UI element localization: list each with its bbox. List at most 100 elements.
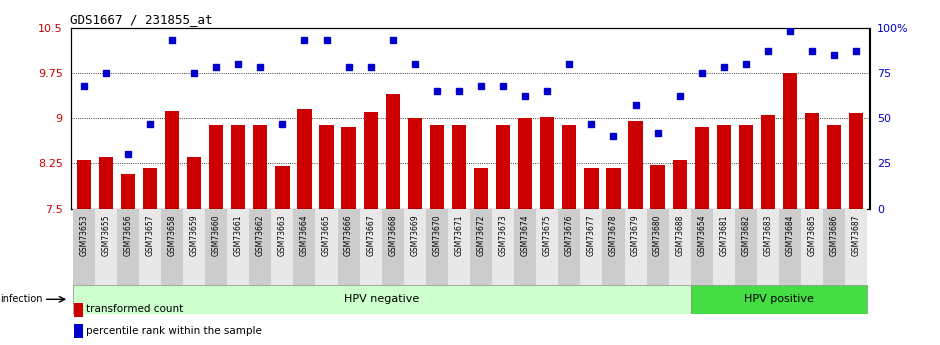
Bar bbox=[823, 209, 845, 285]
Bar bbox=[205, 209, 227, 285]
Bar bbox=[408, 118, 422, 209]
Bar bbox=[183, 209, 205, 285]
Text: infection: infection bbox=[0, 294, 42, 304]
Bar bbox=[231, 125, 245, 209]
Bar bbox=[757, 209, 779, 285]
Text: GSM73681: GSM73681 bbox=[719, 215, 728, 256]
Text: GSM73654: GSM73654 bbox=[697, 215, 706, 256]
Bar bbox=[275, 167, 290, 209]
Bar bbox=[95, 209, 117, 285]
Bar bbox=[249, 209, 272, 285]
Bar bbox=[603, 209, 624, 285]
Text: GSM73685: GSM73685 bbox=[807, 215, 817, 256]
Bar bbox=[227, 209, 249, 285]
Text: percentile rank within the sample: percentile rank within the sample bbox=[86, 326, 262, 336]
Text: GSM73668: GSM73668 bbox=[388, 215, 398, 256]
Text: GSM73664: GSM73664 bbox=[300, 215, 309, 256]
Bar bbox=[735, 209, 757, 285]
Bar bbox=[72, 209, 95, 285]
Text: GSM73677: GSM73677 bbox=[587, 215, 596, 256]
Bar bbox=[143, 168, 157, 209]
Bar bbox=[426, 209, 448, 285]
Bar bbox=[695, 127, 709, 209]
Text: GSM73678: GSM73678 bbox=[609, 215, 618, 256]
Text: GSM73688: GSM73688 bbox=[675, 215, 684, 256]
Bar bbox=[316, 209, 337, 285]
Bar bbox=[691, 285, 868, 314]
Bar bbox=[404, 209, 426, 285]
Text: GSM73665: GSM73665 bbox=[322, 215, 331, 256]
Bar bbox=[647, 209, 668, 285]
Bar bbox=[492, 209, 514, 285]
Bar bbox=[470, 209, 492, 285]
Text: GSM73667: GSM73667 bbox=[367, 215, 375, 256]
Text: GSM73680: GSM73680 bbox=[653, 215, 662, 256]
Text: GSM73687: GSM73687 bbox=[852, 215, 861, 256]
Bar bbox=[272, 209, 293, 285]
Bar bbox=[320, 125, 334, 209]
Bar bbox=[514, 209, 536, 285]
Bar bbox=[716, 125, 731, 209]
Bar bbox=[99, 157, 113, 209]
Bar bbox=[562, 125, 576, 209]
Bar bbox=[76, 160, 91, 209]
Bar bbox=[452, 125, 466, 209]
Text: transformed count: transformed count bbox=[86, 304, 183, 314]
Bar bbox=[360, 209, 382, 285]
Text: GSM73673: GSM73673 bbox=[498, 215, 508, 256]
Bar bbox=[430, 125, 444, 209]
Bar bbox=[496, 125, 510, 209]
Text: GDS1667 / 231855_at: GDS1667 / 231855_at bbox=[70, 13, 213, 27]
Bar bbox=[691, 209, 713, 285]
Text: GSM73672: GSM73672 bbox=[477, 215, 486, 256]
Bar bbox=[117, 209, 139, 285]
Bar bbox=[341, 127, 355, 209]
Bar bbox=[845, 209, 868, 285]
Bar bbox=[139, 209, 161, 285]
Text: GSM73658: GSM73658 bbox=[167, 215, 177, 256]
Text: GSM73656: GSM73656 bbox=[123, 215, 133, 256]
Text: GSM73653: GSM73653 bbox=[79, 215, 88, 256]
Bar bbox=[580, 209, 603, 285]
Bar bbox=[628, 121, 643, 209]
Bar bbox=[783, 73, 797, 209]
Text: HPV positive: HPV positive bbox=[744, 294, 814, 304]
Bar bbox=[474, 168, 488, 209]
Text: GSM73657: GSM73657 bbox=[146, 215, 154, 256]
Bar bbox=[606, 168, 620, 209]
Text: GSM73679: GSM73679 bbox=[631, 215, 640, 256]
Bar bbox=[164, 111, 180, 209]
Bar bbox=[74, 303, 84, 317]
Bar bbox=[74, 324, 84, 338]
Bar bbox=[827, 125, 841, 209]
Bar bbox=[739, 125, 753, 209]
Bar bbox=[293, 209, 316, 285]
Bar bbox=[187, 157, 201, 209]
Text: GSM73660: GSM73660 bbox=[212, 215, 221, 256]
Text: GSM73684: GSM73684 bbox=[786, 215, 794, 256]
Bar bbox=[385, 94, 400, 209]
Bar bbox=[760, 115, 776, 209]
Text: HPV negative: HPV negative bbox=[344, 294, 419, 304]
Bar bbox=[120, 174, 135, 209]
Text: GSM73663: GSM73663 bbox=[278, 215, 287, 256]
Bar bbox=[713, 209, 735, 285]
Bar bbox=[624, 209, 647, 285]
Bar bbox=[672, 160, 687, 209]
Bar bbox=[518, 118, 532, 209]
Text: GSM73675: GSM73675 bbox=[542, 215, 552, 256]
Text: GSM73676: GSM73676 bbox=[565, 215, 573, 256]
Text: GSM73683: GSM73683 bbox=[763, 215, 773, 256]
Bar bbox=[558, 209, 580, 285]
Bar bbox=[585, 168, 599, 209]
Bar bbox=[849, 113, 864, 209]
Bar bbox=[540, 117, 555, 209]
Bar bbox=[297, 109, 312, 209]
Text: GSM73666: GSM73666 bbox=[344, 215, 353, 256]
Text: GSM73674: GSM73674 bbox=[521, 215, 529, 256]
Bar bbox=[209, 125, 224, 209]
Text: GSM73670: GSM73670 bbox=[432, 215, 442, 256]
Bar bbox=[161, 209, 183, 285]
Text: GSM73662: GSM73662 bbox=[256, 215, 265, 256]
Bar bbox=[801, 209, 823, 285]
